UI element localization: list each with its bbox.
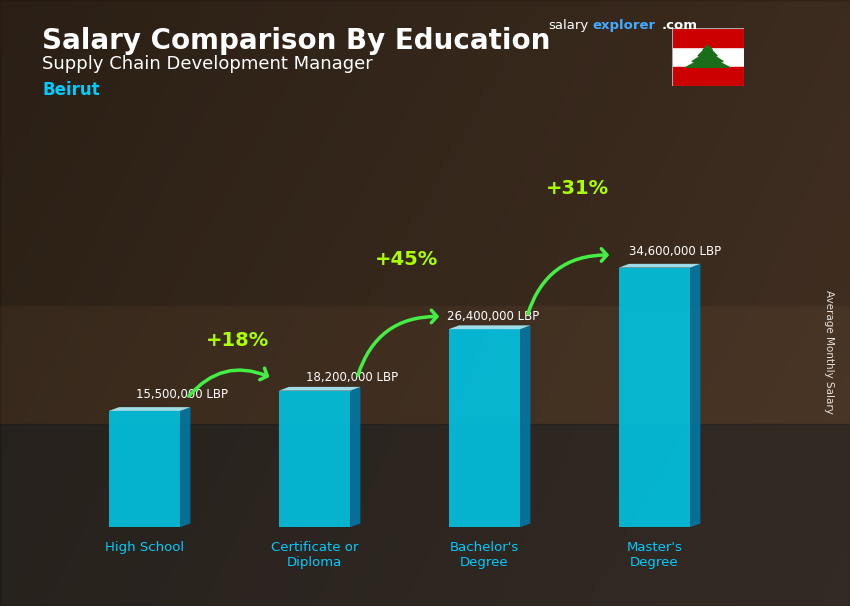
Bar (672, 67, 744, 86)
Polygon shape (690, 264, 700, 527)
Polygon shape (109, 407, 190, 411)
Bar (449, 329, 520, 527)
Bar (706, 60, 710, 67)
Polygon shape (686, 56, 729, 67)
Polygon shape (698, 46, 717, 56)
Bar (279, 391, 350, 527)
Text: Average Monthly Salary: Average Monthly Salary (824, 290, 834, 413)
Text: Supply Chain Development Manager: Supply Chain Development Manager (42, 55, 373, 73)
Text: 15,500,000 LBP: 15,500,000 LBP (136, 388, 228, 401)
Text: .com: .com (661, 19, 697, 32)
Polygon shape (692, 52, 723, 62)
Text: Beirut: Beirut (42, 81, 100, 99)
Polygon shape (703, 45, 712, 50)
Text: +18%: +18% (206, 331, 269, 350)
Text: 18,200,000 LBP: 18,200,000 LBP (306, 371, 398, 384)
Text: Salary Comparison By Education: Salary Comparison By Education (42, 27, 551, 55)
Text: 34,600,000 LBP: 34,600,000 LBP (629, 245, 721, 258)
Bar (619, 268, 690, 527)
Polygon shape (619, 264, 700, 268)
Polygon shape (449, 325, 530, 329)
Polygon shape (350, 387, 360, 527)
Polygon shape (180, 407, 190, 527)
Text: 26,400,000 LBP: 26,400,000 LBP (447, 310, 539, 323)
Bar (0, 424, 850, 606)
Text: explorer: explorer (592, 19, 655, 32)
Bar (672, 28, 744, 47)
Bar (109, 411, 180, 527)
Text: salary: salary (548, 19, 588, 32)
Polygon shape (520, 325, 530, 527)
Polygon shape (279, 387, 360, 391)
Text: +31%: +31% (546, 179, 609, 198)
Text: +45%: +45% (375, 250, 439, 269)
